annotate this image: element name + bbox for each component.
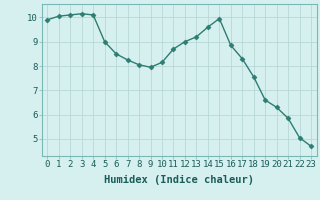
X-axis label: Humidex (Indice chaleur): Humidex (Indice chaleur) <box>104 175 254 185</box>
